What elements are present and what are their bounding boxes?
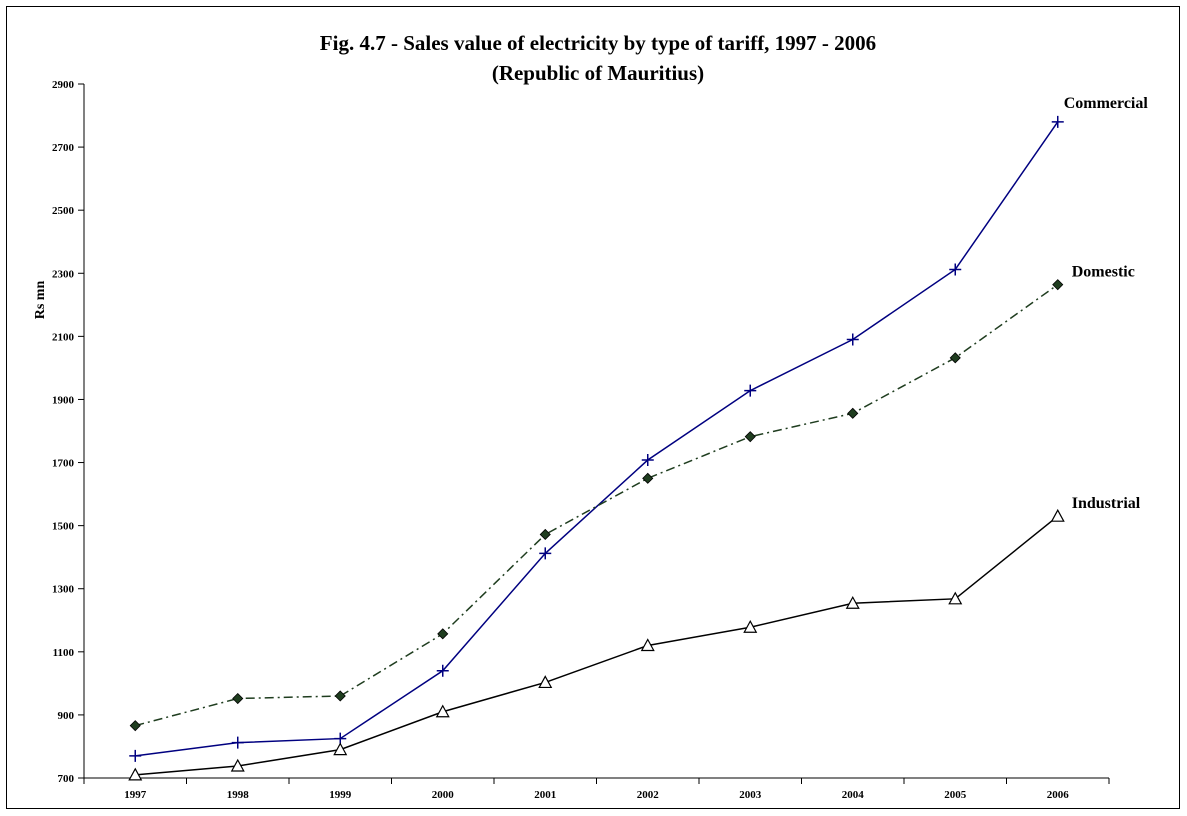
series-domestic: Domestic xyxy=(129,264,1135,732)
data-point-domestic xyxy=(334,690,346,702)
data-point-domestic xyxy=(232,692,244,705)
data-point-industrial xyxy=(538,675,553,689)
series-label-industrial: Industrial xyxy=(1072,495,1141,512)
data-point-industrial xyxy=(128,767,143,781)
series-industrial: Industrial xyxy=(128,495,1141,781)
series-line-industrial xyxy=(135,515,1059,776)
y-tick-label: 900 xyxy=(58,710,75,722)
y-tick-label: 2900 xyxy=(52,79,75,91)
data-point-commercial xyxy=(1051,115,1064,128)
y-tick-label: 1900 xyxy=(52,394,75,406)
data-point-domestic xyxy=(847,407,859,419)
data-point-commercial xyxy=(744,384,757,397)
data-point-commercial xyxy=(539,547,552,560)
data-point-commercial xyxy=(129,749,142,762)
series-line-domestic xyxy=(135,284,1059,727)
chart-title: Fig. 4.7 - Sales value of electricity by… xyxy=(320,31,876,55)
x-tick-label: 2000 xyxy=(432,789,455,801)
y-axis-label: Rs mn xyxy=(33,281,48,320)
y-tick-label: 2700 xyxy=(52,142,75,154)
axes: 700 900 1100 1300 1500 1700 1900 2100 2300 2500 27… xyxy=(52,79,1110,801)
data-point-industrial xyxy=(230,758,245,772)
series-label-domestic: Domestic xyxy=(1072,264,1135,281)
x-tick-label: 1997 xyxy=(124,789,147,801)
y-tick-label: 2300 xyxy=(52,268,75,280)
chart-subtitle: (Republic of Mauritius) xyxy=(492,61,704,85)
data-point-domestic xyxy=(744,431,756,443)
y-tick-label: 1100 xyxy=(53,647,75,659)
data-point-commercial xyxy=(641,454,654,467)
series-line-commercial xyxy=(135,121,1059,757)
y-tick-label: 700 xyxy=(58,773,75,785)
x-tick-label: 2005 xyxy=(944,789,967,801)
data-point-domestic xyxy=(949,352,961,364)
series-label-commercial: Commercial xyxy=(1064,95,1149,112)
y-tick-label: 2500 xyxy=(52,205,75,217)
x-tick-label: 2001 xyxy=(534,789,556,801)
chart-frame xyxy=(6,6,1180,809)
data-point-domestic xyxy=(129,720,141,732)
data-point-industrial xyxy=(435,704,450,718)
x-tick-label: 2006 xyxy=(1047,789,1070,801)
data-point-industrial xyxy=(1050,508,1065,522)
data-point-industrial xyxy=(640,638,655,652)
y-tick-label: 2100 xyxy=(52,331,75,343)
data-point-commercial xyxy=(436,664,449,677)
data-point-commercial xyxy=(949,263,962,276)
data-point-industrial xyxy=(743,619,758,633)
data-point-domestic xyxy=(437,628,449,640)
series-layer: Commercial Domestic Industrial xyxy=(128,95,1148,781)
x-tick-label: 2003 xyxy=(739,789,762,801)
series-commercial: Commercial xyxy=(129,95,1148,762)
data-point-industrial xyxy=(845,595,860,609)
data-point-industrial xyxy=(333,742,348,756)
x-tick-label: 1998 xyxy=(227,789,250,801)
data-point-domestic xyxy=(1052,279,1064,291)
data-point-industrial xyxy=(948,591,963,605)
y-tick-label: 1500 xyxy=(52,521,75,533)
x-tick-label: 2002 xyxy=(637,789,660,801)
y-tick-label: 1700 xyxy=(52,458,75,470)
data-point-commercial xyxy=(231,736,244,749)
x-tick-label: 2004 xyxy=(842,789,865,801)
y-tick-label: 1300 xyxy=(52,584,75,596)
x-tick-label: 1999 xyxy=(329,789,352,801)
data-point-domestic xyxy=(642,472,654,484)
data-point-commercial xyxy=(846,333,859,346)
data-point-domestic xyxy=(539,528,551,541)
